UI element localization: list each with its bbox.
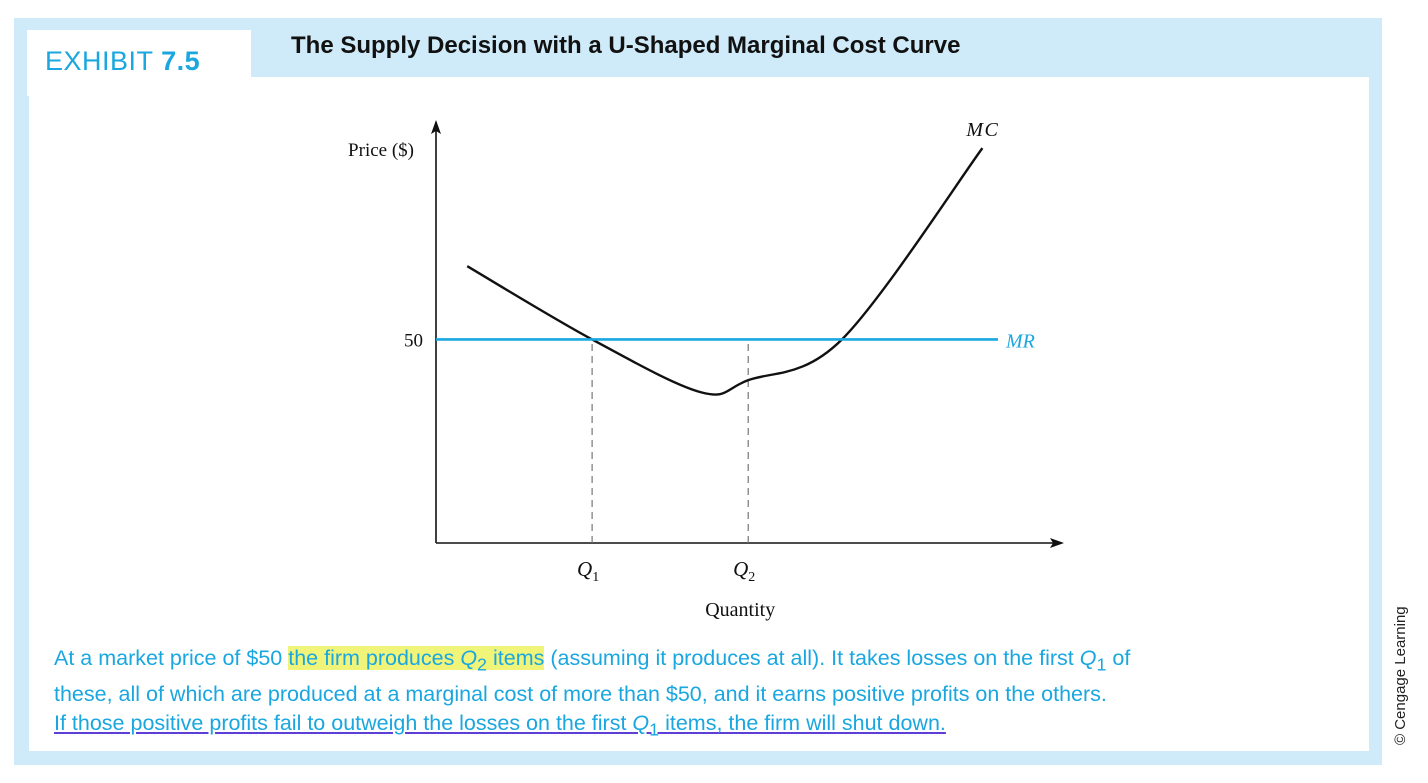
caption-line-1: At a market price of $50 the firm produc… [54,644,1354,680]
mr-label: MR [1005,330,1035,352]
caption-line-3: If those positive profits fail to outwei… [54,709,1354,745]
caption-l3-b: items, the firm will shut down. [659,711,946,736]
caption-l1-a: At a market price of $50 [54,646,289,670]
y-axis-label: Price ($) [348,140,414,161]
caption-l1-hl-b: items [487,646,545,670]
exhibit-label: EXHIBIT 7.5 [45,46,200,77]
caption-l1-q: Q [1079,646,1097,670]
chart-title: The Supply Decision with a U-Shaped Marg… [291,32,961,59]
tick-subscript: 1 [592,570,599,585]
caption-line-2: these, all of which are produced at a ma… [54,681,1107,706]
exhibit-panel [29,77,1369,751]
caption-l1-sub: 1 [1096,654,1107,675]
tick-letter: Q [577,557,592,581]
caption-l3-sub: 1 [649,719,660,740]
caption-l1-hl-a: the firm produces [288,646,461,670]
copyright-credit: © Cengage Learning [1392,606,1409,745]
figure-caption: At a market price of $50 the firm produc… [54,644,1354,745]
x-tick-label-Q2: Q2 [733,557,755,585]
y-tick-label-50: 50 [404,330,423,351]
x-axis-label: Quantity [705,599,775,621]
tick-subscript: 2 [748,570,755,585]
mc-label: MC [965,119,999,141]
caption-l1-b: (assuming it produces at all). It takes … [544,646,1080,670]
exhibit-tab [27,30,251,96]
caption-highlight: the firm produces Q2 items [288,646,545,674]
exhibit-number: 7.5 [161,46,201,76]
tick-letter: Q [733,557,748,581]
caption-l3-q: Q [632,711,650,736]
caption-l1-hl-sub: 2 [477,654,488,675]
x-tick-label-Q1: Q1 [577,557,599,585]
caption-l1-c: of [1106,646,1131,670]
caption-l1-hl-q: Q [460,646,478,670]
caption-l3-a: If those positive profits fail to outwei… [54,711,633,736]
mc-curve [466,147,984,396]
exhibit-word: EXHIBIT [45,46,154,76]
